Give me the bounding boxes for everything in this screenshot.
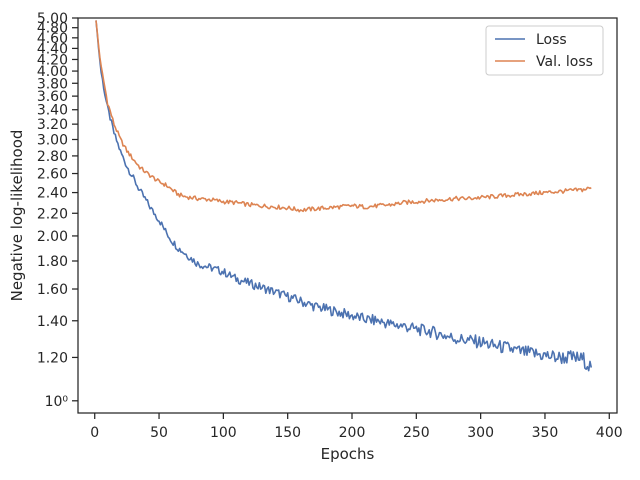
legend-label-val-loss: Val. loss: [536, 54, 593, 70]
x-tick-label: 100: [210, 425, 237, 441]
y-tick-label: 1.60: [37, 282, 68, 298]
y-tick-label: 3.20: [37, 117, 68, 133]
x-tick-label: 400: [596, 425, 623, 441]
y-tick-label: 2.60: [37, 167, 68, 183]
y-tick-label: 2.40: [37, 186, 68, 202]
y-tick-label: 2.80: [37, 149, 68, 165]
y-tick-label: 1.20: [37, 350, 68, 366]
x-tick-label: 300: [467, 425, 494, 441]
x-tick-label: 350: [532, 425, 559, 441]
plot-frame: [77, 17, 618, 414]
y-tick-label: 3.80: [37, 76, 68, 92]
legend: Loss Val. loss: [485, 25, 604, 76]
y-tick-label: 4.40: [37, 41, 68, 57]
y-tick-label: 2.20: [37, 206, 68, 222]
y-tick-label: 10⁰: [45, 394, 69, 410]
x-tick-label: 150: [274, 425, 301, 441]
y-axis-ticks: 10⁰1.201.401.601.802.002.202.402.602.803…: [37, 11, 78, 410]
y-tick-label: 1.80: [37, 254, 68, 270]
y-tick-label: 1.40: [37, 314, 68, 330]
y-axis-label: Negative log-likelihood: [8, 130, 26, 302]
x-tick-label: 50: [150, 425, 168, 441]
series-line-val-loss: [95, 20, 592, 213]
legend-label-loss: Loss: [536, 32, 567, 48]
x-axis-label: Epochs: [321, 445, 375, 463]
y-tick-label: 5.00: [37, 11, 68, 27]
y-tick-label: 3.40: [37, 103, 68, 119]
series-layer: [95, 20, 593, 372]
x-axis-ticks: 0 50 100 150 200 250 300 350 400: [90, 413, 623, 441]
y-tick-label: 2.00: [37, 229, 68, 245]
y-tick-label: 4.00: [37, 64, 68, 80]
y-tick-label: 4.80: [37, 21, 68, 37]
y-tick-label: 4.20: [37, 52, 68, 68]
y-tick-label: 3.00: [37, 132, 68, 148]
x-tick-label: 0: [90, 425, 99, 441]
x-tick-label: 200: [339, 425, 366, 441]
y-tick-label: 3.60: [37, 89, 68, 105]
y-tick-label: 4.60: [37, 31, 68, 47]
x-tick-label: 250: [403, 425, 430, 441]
series-line-loss: [95, 20, 593, 372]
